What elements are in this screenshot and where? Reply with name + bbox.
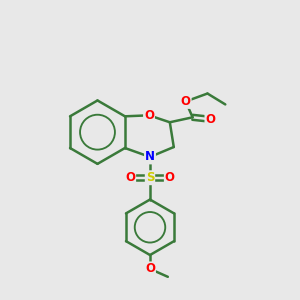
Text: O: O — [145, 262, 155, 275]
Text: O: O — [165, 171, 175, 184]
Text: O: O — [125, 171, 135, 184]
Text: S: S — [146, 171, 154, 184]
Text: N: N — [145, 150, 155, 164]
Text: O: O — [206, 113, 215, 126]
Text: O: O — [144, 109, 154, 122]
Text: O: O — [181, 95, 191, 108]
